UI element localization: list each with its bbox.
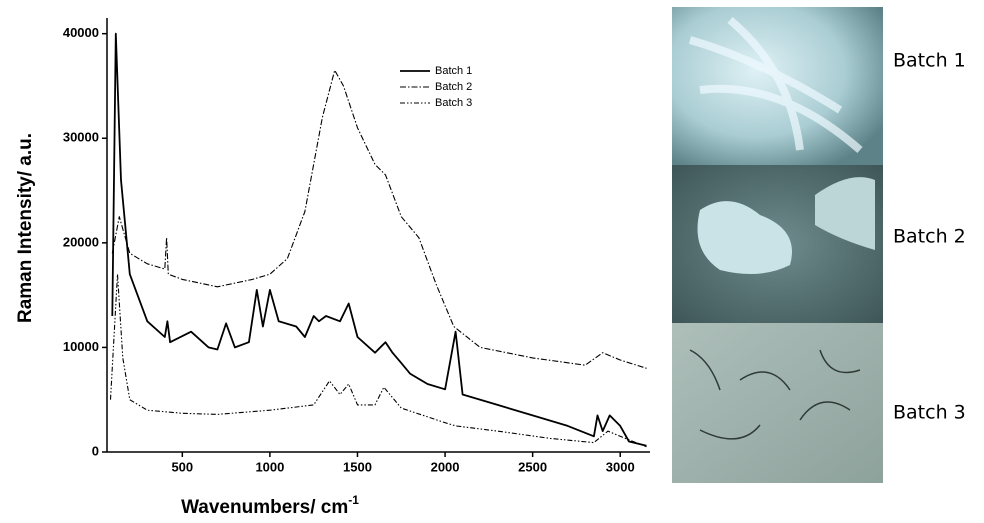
micrographs: [672, 7, 883, 483]
micrograph: [672, 323, 883, 483]
x-tick-label: 3000: [606, 459, 635, 474]
x-tick-label: 1000: [255, 459, 284, 474]
x-tick-label: 500: [171, 459, 193, 474]
y-axis-title: Raman Intensity/ a.u.: [15, 133, 36, 323]
y-tick-label: 40000: [63, 25, 99, 40]
series-line: [109, 273, 647, 448]
image-label: Batch 2: [893, 226, 966, 248]
x-tick-label: 2500: [518, 459, 547, 474]
image-label: Batch 1: [893, 50, 966, 72]
x-tick-label: 1500: [343, 459, 372, 474]
legend-label: Batch 3: [435, 97, 472, 109]
y-tick-label: 10000: [63, 339, 99, 354]
legend-label: Batch 2: [435, 81, 472, 93]
image-label: Batch 3: [893, 402, 966, 424]
series-line: [111, 69, 647, 369]
y-tick-label: 20000: [63, 234, 99, 249]
x-tick-label: 2000: [431, 459, 460, 474]
x-axis-title: Wavenumbers/ cm-1: [181, 493, 359, 518]
y-tick-label: 30000: [63, 130, 99, 145]
legend-label: Batch 1: [435, 65, 472, 77]
series-line: [111, 32, 647, 447]
y-tick-label: 0: [92, 443, 99, 458]
